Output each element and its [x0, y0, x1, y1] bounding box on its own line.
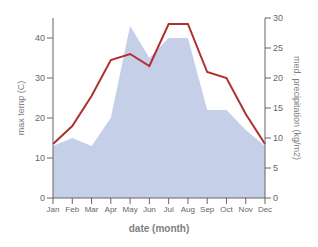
svg-text:Jan: Jan: [47, 205, 60, 214]
svg-text:40: 40: [35, 33, 45, 43]
svg-text:20: 20: [273, 73, 283, 83]
svg-text:0: 0: [273, 193, 278, 203]
svg-text:5: 5: [273, 163, 278, 173]
svg-text:Jul: Jul: [164, 205, 174, 214]
svg-text:25: 25: [273, 43, 283, 53]
svg-text:Nov: Nov: [239, 205, 253, 214]
svg-text:Oct: Oct: [220, 205, 233, 214]
svg-text:date (month): date (month): [129, 223, 190, 234]
svg-text:May: May: [123, 205, 138, 214]
svg-text:Jun: Jun: [143, 205, 156, 214]
svg-text:10: 10: [273, 133, 283, 143]
svg-text:Apr: Apr: [105, 205, 118, 214]
svg-text:Dec: Dec: [258, 205, 272, 214]
svg-text:max temp (C): max temp (C): [16, 81, 26, 136]
svg-text:med. precipitation (kg/m2): med. precipitation (kg/m2): [292, 56, 302, 160]
svg-text:30: 30: [35, 73, 45, 83]
svg-text:Sep: Sep: [200, 205, 215, 214]
svg-text:20: 20: [35, 113, 45, 123]
svg-text:0: 0: [40, 193, 45, 203]
svg-text:15: 15: [273, 103, 283, 113]
svg-text:Feb: Feb: [65, 205, 79, 214]
svg-text:Mar: Mar: [85, 205, 99, 214]
svg-text:Aug: Aug: [181, 205, 195, 214]
svg-text:10: 10: [35, 153, 45, 163]
svg-text:30: 30: [273, 13, 283, 23]
